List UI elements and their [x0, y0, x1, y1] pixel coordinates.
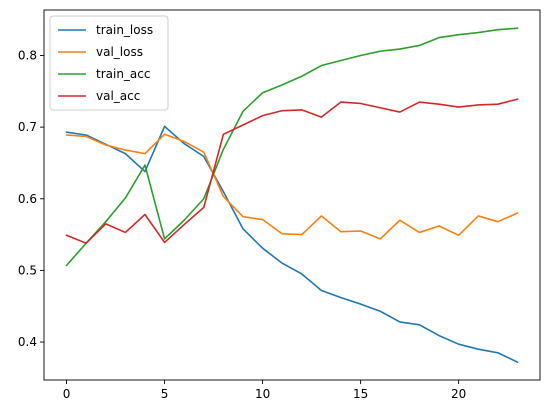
x-tick-label: 15 — [353, 387, 368, 401]
series-line-val-acc — [65, 98, 519, 244]
y-tick-label: 0.6 — [18, 192, 37, 206]
x-tick-label: 0 — [63, 387, 71, 401]
axis-ticks: 0 5 10 15 20 0.4 0.5 0.6 0.7 0.8 — [18, 48, 466, 401]
legend-label: train_loss — [96, 23, 153, 37]
legend-label: val_loss — [96, 45, 143, 59]
series-line-train-loss — [65, 125, 519, 364]
legend-box — [49, 15, 169, 111]
y-tick-label: 0.7 — [18, 120, 37, 134]
axes-frame — [43, 9, 541, 381]
series-layer — [65, 27, 519, 364]
y-tick-label: 0.4 — [18, 335, 37, 349]
legend-label: val_acc — [96, 89, 140, 103]
x-tick-label: 10 — [255, 387, 270, 401]
x-tick-label: 5 — [161, 387, 169, 401]
axes-border — [43, 9, 541, 381]
legend-label: train_acc — [96, 67, 150, 81]
series-line-train-acc — [65, 27, 519, 267]
legend: train_loss val_loss train_acc val_acc — [49, 15, 169, 111]
y-tick-label: 0.5 — [18, 263, 37, 277]
series-line-val-loss — [65, 133, 519, 240]
x-tick-label: 20 — [451, 387, 466, 401]
y-tick-label: 0.8 — [18, 48, 37, 62]
